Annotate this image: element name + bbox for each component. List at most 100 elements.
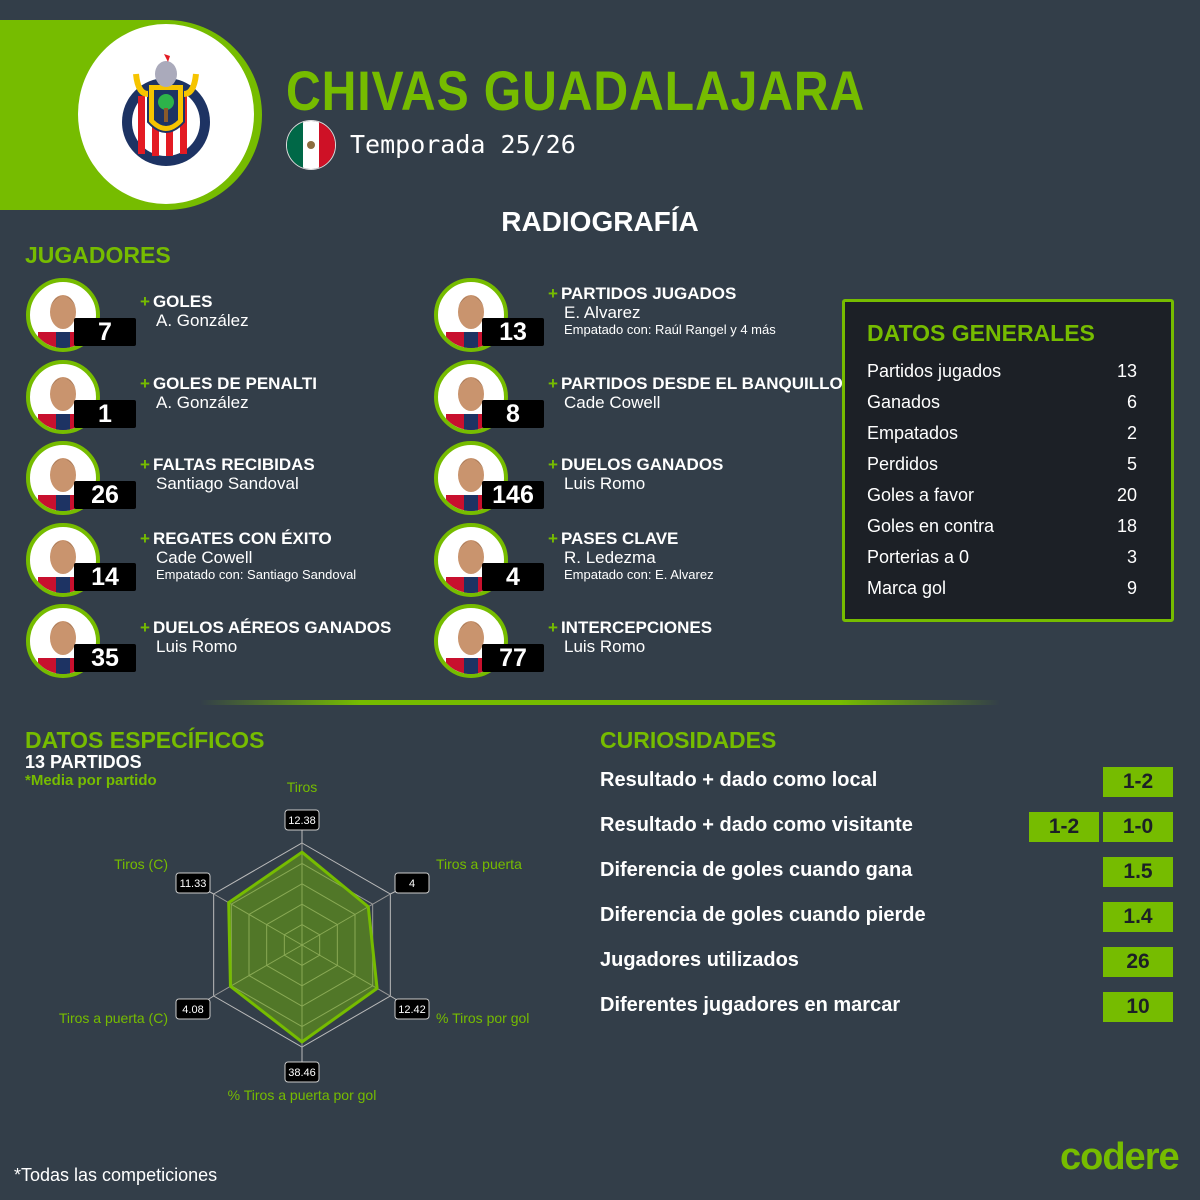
general-stat-row: Porterias a 0 3 bbox=[867, 547, 1137, 568]
player-stat-card: 35 + DUELOS AÉREOS GANADOS Luis Romo bbox=[26, 604, 426, 678]
tied-note: Empatado con: E. Alvarez bbox=[564, 566, 714, 582]
season-label: Temporada 25/26 bbox=[350, 130, 576, 159]
radar-axis-line bbox=[301, 893, 391, 946]
player-name: Luis Romo bbox=[156, 637, 238, 656]
general-stat-row: Goles en contra 18 bbox=[867, 516, 1137, 537]
stat-value-badge: 1 bbox=[74, 399, 136, 428]
curiosity-label: Diferentes jugadores en marcar bbox=[600, 994, 901, 1016]
player-name: Cade Cowell bbox=[564, 392, 661, 412]
curiosity-row: Jugadores utilizados 26 bbox=[600, 947, 1174, 977]
curiosity-value: 1.4 bbox=[1103, 902, 1173, 932]
curiosity-row: Resultado + dado como visitante 1-2 1-0 bbox=[600, 812, 1174, 842]
curiosity-value: 26 bbox=[1103, 947, 1173, 977]
player-stat-card: 13 + PARTIDOS JUGADOS E. Alvarez Empatado… bbox=[434, 278, 834, 352]
radar-value-box bbox=[284, 1061, 320, 1083]
general-stat-value: 13 bbox=[1116, 361, 1137, 381]
radar-value-box bbox=[394, 998, 430, 1020]
stat-label: PASES CLAVE bbox=[560, 528, 679, 548]
player-stat-card: 7 + GOLES A. González bbox=[26, 278, 426, 352]
specific-note: *Media por partido bbox=[25, 772, 157, 789]
club-logo bbox=[78, 24, 254, 204]
general-stat-label: Goles en contra bbox=[867, 516, 995, 536]
player-stat-card: 26 + FALTAS RECIBIDAS Santiago Sandoval bbox=[26, 441, 426, 515]
stat-label: DUELOS GANADOS bbox=[560, 455, 724, 474]
player-name: R. Ledezma bbox=[564, 547, 656, 567]
mexico-flag-icon bbox=[286, 120, 336, 170]
chivas-crest-icon bbox=[122, 54, 210, 166]
general-stat-row: Partidos jugados 13 bbox=[867, 361, 1137, 382]
stat-label: PARTIDOS DESDE EL BANQUILLO bbox=[560, 373, 843, 393]
stat-value-badge: 77 bbox=[482, 644, 544, 672]
codere-logo: codere bbox=[1060, 1136, 1180, 1178]
stat-label: GOLES DE PENALTI bbox=[152, 373, 317, 393]
general-stat-value: 2 bbox=[1126, 423, 1137, 443]
general-stat-row: Ganados 6 bbox=[867, 392, 1137, 413]
general-stat-label: Empatados bbox=[867, 423, 959, 443]
stat-value-badge: 26 bbox=[74, 481, 136, 509]
curiosity-label: Resultado + dado como visitante bbox=[600, 814, 913, 836]
footer-note: *Todas las competiciones bbox=[14, 1165, 218, 1185]
plus-icon: + bbox=[548, 618, 558, 637]
team-title: CHIVAS GUADALAJARA bbox=[286, 59, 866, 122]
curiosities-title: CURIOSIDADES bbox=[600, 727, 777, 753]
stat-value-badge: 7 bbox=[74, 318, 136, 346]
player-photo bbox=[434, 278, 508, 352]
player-photo bbox=[26, 359, 100, 434]
general-stat-row: Marca gol 9 bbox=[867, 578, 1137, 599]
stat-label: GOLES bbox=[152, 292, 213, 311]
radar-axis-label: % Tiros por gol bbox=[436, 1010, 529, 1026]
player-stat-card: 77 + INTERCEPCIONES Luis Romo bbox=[434, 604, 834, 678]
general-stat-label: Ganados bbox=[867, 392, 941, 412]
general-stat-value: 18 bbox=[1116, 516, 1137, 536]
stat-value-badge: 35 bbox=[74, 644, 136, 672]
curiosity-row: Diferencia de goles cuando pierde 1.4 bbox=[600, 902, 1174, 932]
curiosity-value: 1-2 bbox=[1029, 812, 1099, 842]
radar-value-label: 4 bbox=[409, 878, 415, 890]
curiosity-value: 1.5 bbox=[1103, 857, 1173, 887]
specific-subtitle: 13 PARTIDOS bbox=[25, 752, 142, 772]
general-stat-row: Perdidos 5 bbox=[867, 454, 1137, 475]
curiosity-value: 10 bbox=[1103, 992, 1173, 1022]
radar-series-area bbox=[227, 850, 379, 1044]
stat-value-badge: 14 bbox=[74, 562, 136, 591]
plus-icon: + bbox=[548, 455, 558, 474]
general-stats-panel: DATOS GENERALES Partidos jugados 13 Ganado… bbox=[842, 299, 1174, 622]
player-stat-card: 4 + PASES CLAVE R. Ledezma Empatado con: … bbox=[434, 522, 834, 597]
plus-icon: + bbox=[140, 455, 150, 474]
curiosity-value: 1-0 bbox=[1103, 812, 1173, 842]
player-stat-card: 1 + GOLES DE PENALTI A. González bbox=[26, 359, 426, 434]
tied-note: Empatado con: Raúl Rangel y 4 más bbox=[564, 322, 776, 337]
divider bbox=[200, 700, 1000, 705]
stat-value-badge: 146 bbox=[482, 481, 544, 509]
general-stat-value: 3 bbox=[1126, 547, 1137, 567]
curiosity-row: Diferencia de goles cuando gana 1.5 bbox=[600, 857, 1174, 887]
player-stat-card: 8 + PARTIDOS DESDE EL BANQUILLO Cade Cowe… bbox=[434, 359, 843, 434]
radar-chart: 12.38 Tiros 4 Tiros a puerta 12.42 % Tiros po… bbox=[59, 779, 530, 1103]
general-stat-value: 9 bbox=[1126, 578, 1137, 598]
stat-label: REGATES CON ÉXITO bbox=[152, 528, 332, 548]
general-stat-label: Perdidos bbox=[867, 454, 939, 474]
radar-value-box bbox=[394, 872, 430, 894]
player-name: Cade Cowell bbox=[156, 547, 253, 567]
general-stat-value: 20 bbox=[1116, 485, 1137, 505]
radar-axis-label: Tiros a puerta bbox=[436, 856, 522, 872]
player-name: Luis Romo bbox=[564, 637, 646, 656]
curiosity-value: 1-2 bbox=[1103, 767, 1173, 797]
player-name: Santiago Sandoval bbox=[156, 474, 299, 493]
radar-axis-label: Tiros (C) bbox=[114, 856, 168, 872]
curiosity-label: Diferencia de goles cuando gana bbox=[600, 859, 913, 881]
plus-icon: + bbox=[140, 373, 150, 393]
player-name: Luis Romo bbox=[564, 474, 646, 493]
radar-value-label: 4.08 bbox=[182, 1004, 203, 1016]
general-stat-label: Porterias a 0 bbox=[867, 547, 970, 567]
radar-value-label: 11.33 bbox=[180, 878, 207, 890]
player-name: E. Alvarez bbox=[564, 303, 641, 322]
stat-label: FALTAS RECIBIDAS bbox=[152, 455, 315, 474]
curiosity-row: Resultado + dado como local 1-2 bbox=[600, 767, 1174, 797]
player-name: A. González bbox=[156, 311, 249, 330]
stat-label: INTERCEPCIONES bbox=[560, 618, 713, 637]
player-stat-card: 14 + REGATES CON ÉXITO Cade Cowell Empata… bbox=[26, 522, 426, 597]
specific-title: DATOS ESPECÍFICOS bbox=[25, 727, 265, 753]
plus-icon: + bbox=[548, 284, 558, 303]
stat-value-badge: 8 bbox=[482, 399, 544, 428]
